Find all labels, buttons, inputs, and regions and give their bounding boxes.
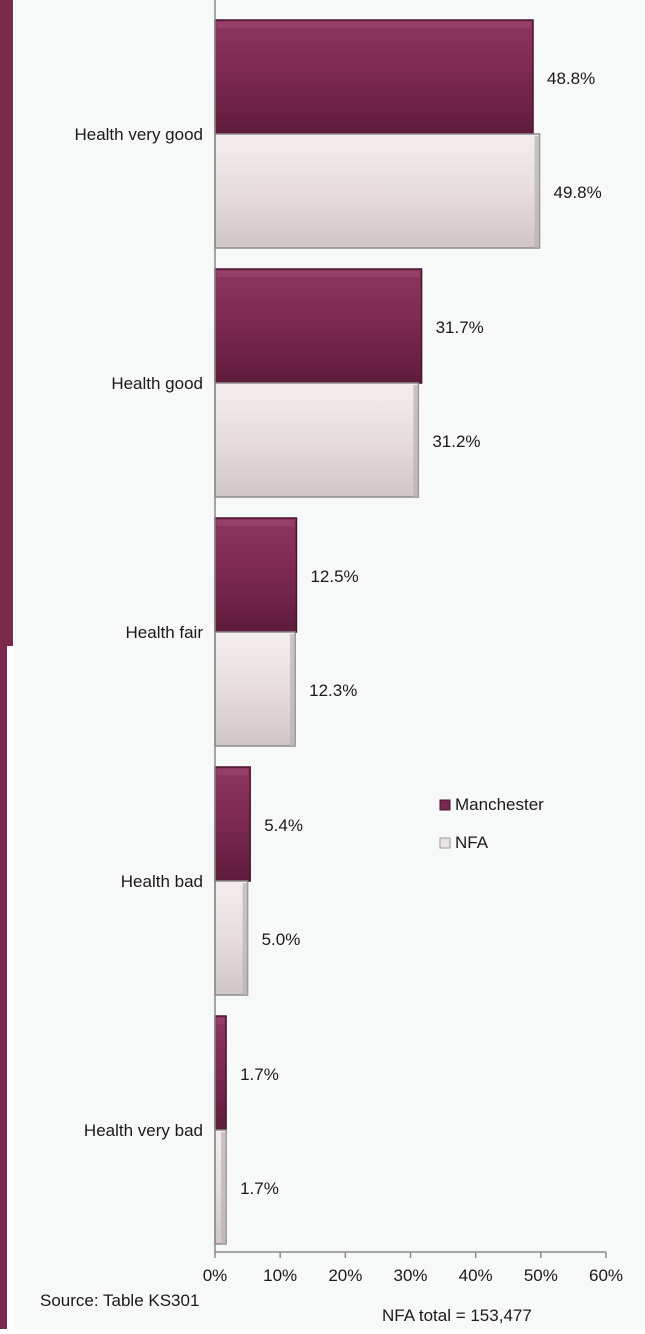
bar-manchester [214,1015,227,1131]
bar-manchester-highlight [217,22,532,28]
bar-nfa-shade [242,883,248,995]
bar-nfa-shade [534,136,540,248]
data-label-nfa: 1.7% [240,1179,279,1198]
category-label: Health good [111,374,203,393]
bar-nfa-shade [290,634,296,746]
x-tick-label: 30% [393,1266,427,1285]
x-tick-label: 50% [524,1266,558,1285]
data-label-nfa: 49.8% [554,183,602,202]
bar-nfa-shade [221,1132,227,1244]
x-tick-label: 0% [203,1266,228,1285]
legend-swatch [439,837,451,849]
data-label-manchester: 31.7% [436,318,484,337]
data-label-nfa: 5.0% [262,930,301,949]
bar-nfa-shade [413,385,419,497]
category-label: Health very good [74,125,203,144]
x-tick-label: 60% [589,1266,623,1285]
total-note: NFA total = 153,477 [382,1306,532,1325]
legend-label: Manchester [455,795,544,814]
bar-manchester-highlight [217,520,295,526]
data-label-manchester: 1.7% [240,1065,279,1084]
data-label-nfa: 12.3% [309,681,357,700]
source-note: Source: Table KS301 [40,1291,200,1310]
bar-manchester-highlight [217,271,420,277]
bar-nfa [214,631,296,747]
bar-manchester-highlight [217,769,249,775]
bar-nfa [214,382,420,498]
bar-manchester [214,517,298,633]
category-label: Health very bad [84,1121,203,1140]
side-band-gap [7,646,13,1329]
bar-manchester [214,268,423,384]
data-label-manchester: 48.8% [547,69,595,88]
data-label-manchester: 5.4% [264,816,303,835]
bar-nfa [214,133,541,249]
legend-swatch [439,799,451,811]
legend-label: NFA [455,833,489,852]
bar-manchester-highlight [217,1018,225,1024]
bar-manchester [214,19,534,135]
bar-nfa [214,880,249,996]
category-label: Health bad [121,872,203,891]
x-tick-label: 10% [263,1266,297,1285]
data-label-manchester: 12.5% [310,567,358,586]
x-tick-label: 40% [459,1266,493,1285]
category-label: Health fair [126,623,204,642]
bar-manchester [214,766,251,882]
x-tick-label: 20% [328,1266,362,1285]
data-label-nfa: 31.2% [432,432,480,451]
